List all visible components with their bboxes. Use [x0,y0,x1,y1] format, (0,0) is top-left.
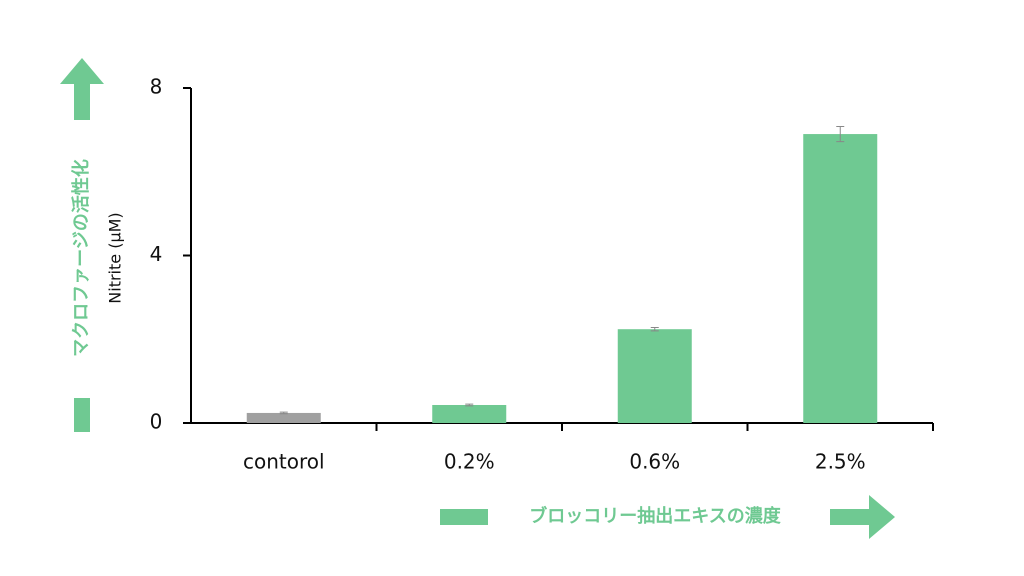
right-arrow [830,495,895,539]
arrow-tail [440,509,488,525]
arrow-tail [74,398,90,432]
x-tick-label: 0.2% [444,450,495,474]
error-bar [279,411,288,415]
bar [803,134,878,423]
x-tick-label: 0.6% [629,450,680,474]
y-tick-label: 4 [150,242,163,266]
y-tick-label: 0 [150,410,163,434]
bar [617,329,692,423]
x-annotation: ブロッコリー抽出エキスの濃度 [529,505,781,527]
x-tick-label: 2.5% [815,450,866,474]
error-bar [836,126,845,143]
bar [432,404,507,423]
x-tick-label: contorol [243,450,325,474]
error-bar [465,403,474,407]
up-arrow [60,58,104,120]
y-annotation: マクロファージの活性化 [70,159,92,357]
bar [246,412,321,423]
y-axis-label: Nitrite (μM) [106,212,125,303]
error-bar [650,327,659,332]
y-tick-label: 8 [150,75,163,99]
